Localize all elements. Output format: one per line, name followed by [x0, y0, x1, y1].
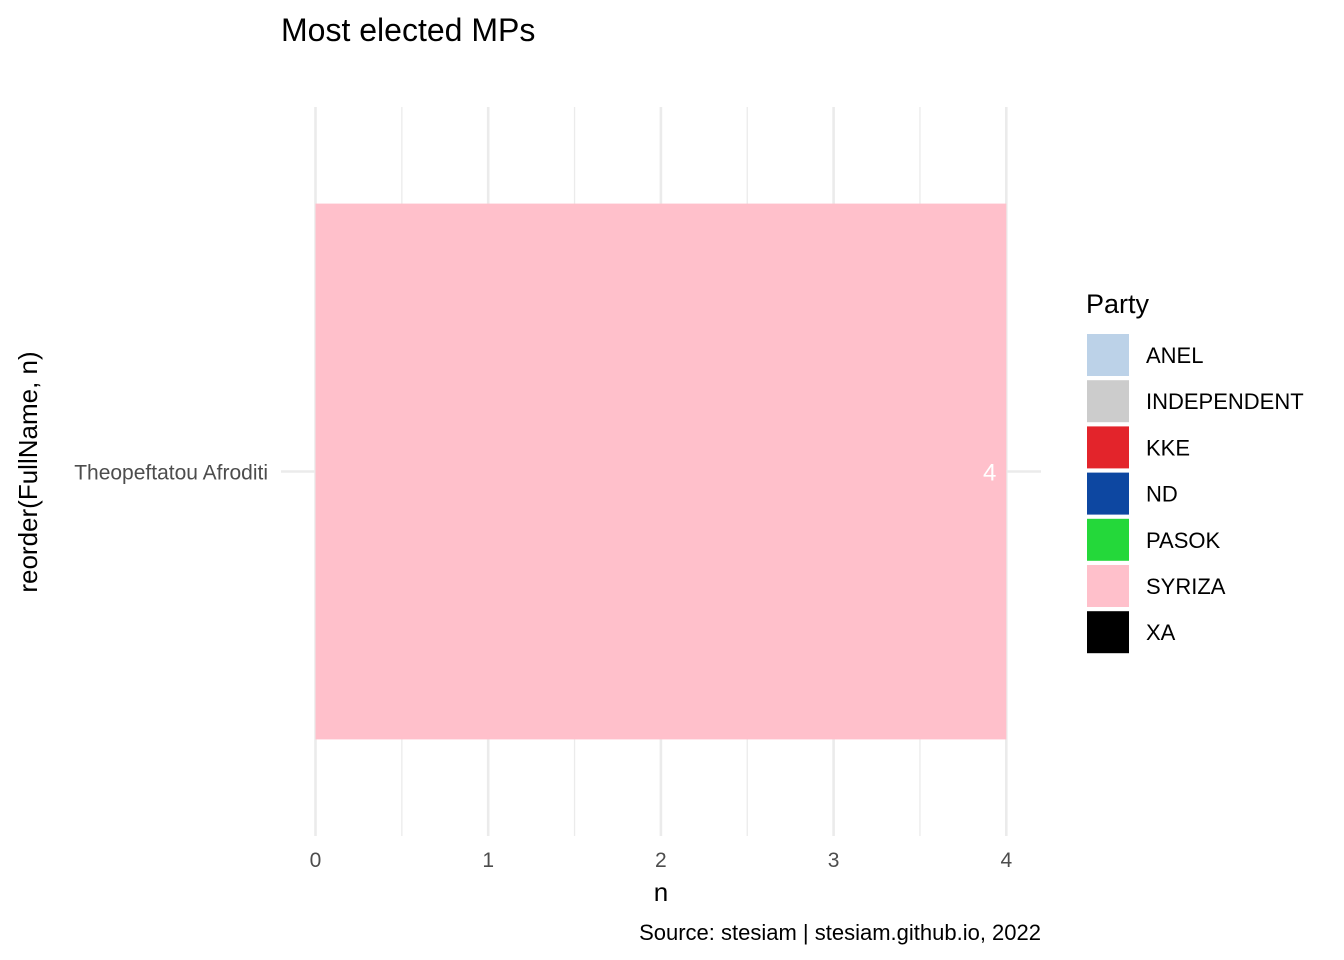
x-tick-label: 1	[482, 849, 494, 872]
legend-key	[1087, 565, 1129, 607]
bar	[315, 203, 1007, 740]
x-axis-title: n	[654, 877, 668, 907]
x-tick-label: 4	[1000, 849, 1012, 872]
bar-value-label: 4	[983, 460, 996, 487]
legend-label: ND	[1146, 482, 1178, 507]
x-tick-label: 3	[828, 849, 840, 872]
legend-title: Party	[1086, 289, 1150, 319]
x-tick-label: 0	[310, 849, 322, 872]
x-tick-label: 2	[655, 849, 667, 872]
y-tick-label: Theopeftatou Afroditi	[74, 462, 268, 485]
bars: 4	[315, 203, 1007, 740]
legend-label: INDEPENDENT	[1146, 389, 1304, 414]
legend-key	[1087, 426, 1129, 469]
legend-key	[1087, 611, 1129, 654]
legend-label: KKE	[1146, 435, 1190, 460]
legend-label: PASOK	[1146, 528, 1221, 553]
legend-label: XA	[1146, 620, 1176, 645]
legend-key	[1087, 472, 1129, 515]
chart-title: Most elected MPs	[281, 12, 535, 48]
legend-label: SYRIZA	[1146, 574, 1226, 599]
legend-key	[1087, 334, 1129, 376]
legend: Party ANEL INDEPENDENT KKE ND PASOK SYRIZA XA	[1086, 289, 1304, 654]
caption: Source: stesiam | stesiam.github.io, 202…	[639, 920, 1041, 945]
legend-items: ANEL INDEPENDENT KKE ND PASOK SYRIZA XA	[1087, 334, 1304, 654]
legend-key	[1087, 380, 1129, 423]
y-axis-title: reorder(FullName, n)	[13, 351, 43, 592]
y-ticks: Theopeftatou Afroditi	[74, 462, 268, 485]
x-ticks: 0 1 2 3 4	[310, 849, 1013, 872]
legend-label: ANEL	[1146, 343, 1203, 368]
legend-key	[1087, 518, 1129, 561]
